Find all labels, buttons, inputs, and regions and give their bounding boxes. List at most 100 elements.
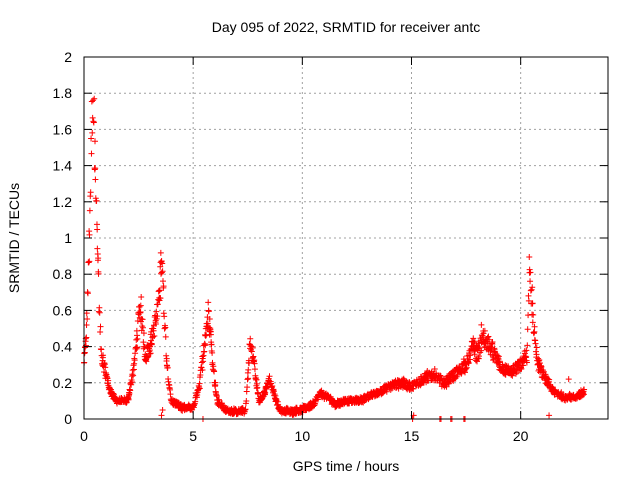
data-point [196, 385, 203, 392]
data-point [204, 320, 211, 327]
data-point [133, 336, 140, 343]
data-point [129, 367, 136, 374]
data-point [523, 347, 530, 354]
y-tick-label: 0 [64, 411, 72, 427]
data-point [532, 340, 539, 347]
data-point [501, 371, 508, 378]
data-point [160, 283, 167, 290]
data-point [209, 359, 216, 366]
data-point [485, 333, 492, 340]
data-point [527, 269, 534, 276]
data-point [532, 348, 539, 355]
x-tick-label: 15 [404, 428, 420, 444]
data-point [92, 176, 99, 183]
y-tick-label: 1 [64, 230, 72, 246]
y-tick-label: 0.6 [53, 302, 73, 318]
data-point [154, 313, 161, 320]
data-point [202, 342, 209, 349]
data-point [90, 119, 97, 126]
data-point [581, 386, 588, 393]
data-point [159, 278, 166, 285]
data-point [481, 327, 488, 334]
data-point [211, 368, 218, 375]
data-point [425, 377, 432, 384]
data-point [208, 341, 215, 348]
data-point [159, 260, 166, 267]
y-tick-label: 1.2 [53, 194, 73, 210]
data-point [153, 315, 160, 322]
data-point [480, 330, 487, 337]
data-point [546, 412, 553, 419]
data-point [533, 351, 540, 358]
x-tick-label: 0 [80, 428, 88, 444]
data-point [531, 328, 538, 335]
data-point [85, 259, 92, 266]
data-point [84, 316, 91, 323]
data-point [159, 268, 166, 275]
data-point [248, 348, 255, 355]
data-point [530, 311, 537, 318]
data-point [97, 323, 104, 330]
data-point [254, 384, 261, 391]
tick-labels: 00.20.40.60.811.21.41.61.820 5 10 15 20 [53, 49, 529, 444]
data-point [137, 308, 144, 315]
data-point [247, 335, 254, 342]
data-point [529, 300, 536, 307]
data-point [205, 299, 212, 306]
data-point [526, 253, 533, 260]
data-point [244, 376, 251, 383]
data-point [138, 293, 145, 300]
data-point [245, 375, 252, 382]
data-point [199, 367, 206, 374]
data-point [201, 348, 208, 355]
data-point [102, 364, 109, 371]
data-point [90, 97, 97, 104]
data-point [518, 365, 525, 372]
data-point [156, 287, 163, 294]
data-point [134, 344, 141, 351]
data-point [94, 245, 101, 252]
data-point [148, 337, 155, 344]
data-point [525, 292, 532, 299]
data-point [163, 352, 170, 359]
data-point [212, 379, 219, 386]
data-point [96, 309, 103, 316]
data-point [246, 360, 253, 367]
data-point [93, 197, 100, 204]
data-point [159, 406, 166, 413]
data-point [127, 387, 134, 394]
data-point [471, 338, 478, 345]
data-point [131, 357, 138, 364]
y-tick-label: 1.8 [53, 85, 73, 101]
data-point [495, 353, 502, 360]
data-point [431, 365, 438, 372]
data-point [88, 135, 95, 142]
data-point [140, 339, 147, 346]
data-point [157, 249, 164, 256]
data-point [143, 358, 150, 365]
y-tick-label: 1.4 [53, 158, 73, 174]
data-point [251, 360, 258, 367]
data-point [478, 347, 485, 354]
data-point [162, 333, 169, 340]
data-point [97, 328, 104, 335]
data-point [538, 363, 545, 370]
data-point [95, 270, 102, 277]
data-point [92, 165, 99, 172]
data-point [150, 327, 157, 334]
data-point [209, 349, 216, 356]
data-point [527, 287, 534, 294]
data-points [81, 95, 588, 422]
data-point [96, 304, 103, 311]
data-point [158, 412, 165, 419]
data-point [525, 312, 532, 319]
data-point [100, 352, 107, 359]
data-point [478, 321, 485, 328]
data-point [89, 129, 96, 136]
data-point [206, 315, 213, 322]
data-point [130, 366, 137, 373]
data-point [137, 302, 144, 309]
data-point [83, 322, 90, 329]
